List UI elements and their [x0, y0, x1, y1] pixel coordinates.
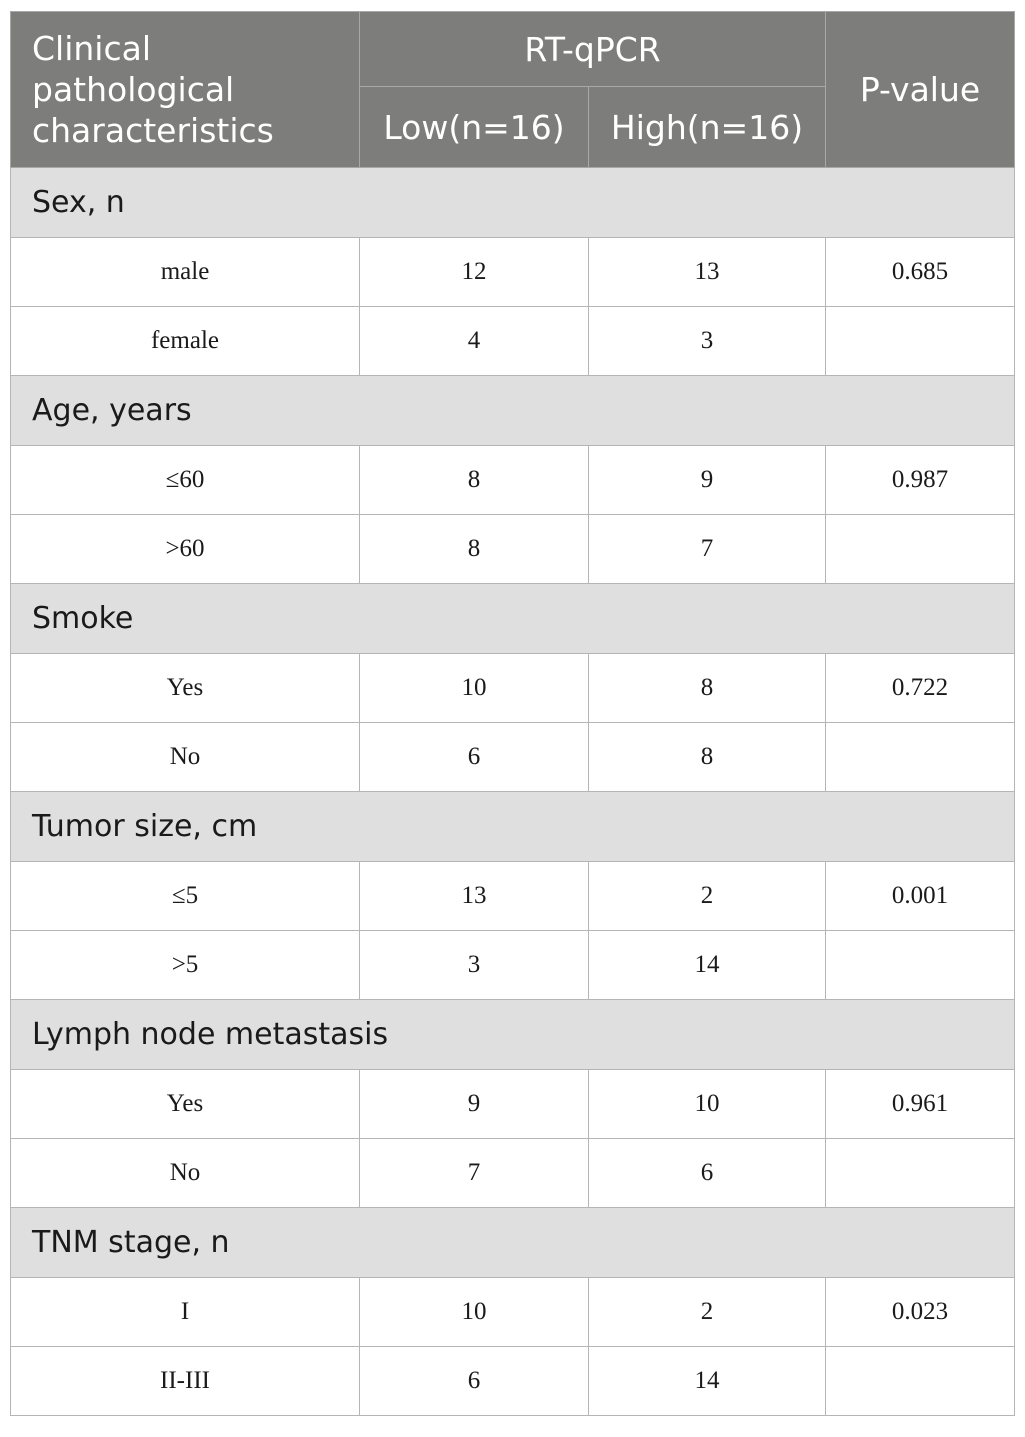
row-label: >60: [10, 514, 360, 584]
table-row: >5 3 14: [10, 930, 1016, 1000]
row-label: No: [10, 1138, 360, 1208]
high-value: 10: [587, 1069, 827, 1139]
high-value: 14: [587, 930, 827, 1000]
row-label: >5: [10, 930, 360, 1000]
low-value: 6: [359, 722, 589, 792]
low-value: 7: [359, 1138, 589, 1208]
low-value: 4: [359, 306, 589, 376]
row-label: ≤5: [10, 861, 360, 931]
low-value: 9: [359, 1069, 589, 1139]
p-value: [825, 514, 1016, 584]
section-title: Tumor size, cm: [9, 791, 1016, 862]
high-value: 7: [587, 514, 827, 584]
table-body: Sex, n male 12 13 0.685 female 4 3 Age, …: [9, 167, 1016, 1416]
high-value: 6: [587, 1138, 827, 1208]
section-title: Smoke: [9, 583, 1016, 654]
high-value: 2: [587, 861, 827, 931]
p-value: 0.023: [825, 1277, 1016, 1347]
section-row: TNM stage, n: [9, 1207, 1016, 1278]
p-value: [825, 722, 1016, 792]
low-value: 6: [359, 1346, 589, 1416]
p-value: 0.987: [825, 445, 1016, 515]
high-value: 2: [587, 1277, 827, 1347]
high-value: 14: [587, 1346, 827, 1416]
section-title: Lymph node metastasis: [9, 999, 1016, 1070]
table-row: Yes 9 10 0.961: [10, 1069, 1016, 1139]
section-title: TNM stage, n: [9, 1207, 1016, 1278]
row-label: ≤60: [10, 445, 360, 515]
p-value: 0.685: [825, 237, 1016, 307]
table-row: male 12 13 0.685: [10, 237, 1016, 307]
table-row: I 10 2 0.023: [10, 1277, 1016, 1347]
row-label: Yes: [10, 1069, 360, 1139]
low-value: 3: [359, 930, 589, 1000]
p-value: 0.722: [825, 653, 1016, 723]
high-value: 8: [587, 722, 827, 792]
section-row: Tumor size, cm: [9, 791, 1016, 862]
row-label: female: [10, 306, 360, 376]
row-label: No: [10, 722, 360, 792]
header-p-value: P-value: [825, 11, 1016, 168]
low-value: 8: [359, 514, 589, 584]
header-characteristics: Clinical pathological characteristics: [10, 11, 360, 168]
p-value: [825, 306, 1016, 376]
low-value: 12: [359, 237, 589, 307]
table-row: ≤5 13 2 0.001: [10, 861, 1016, 931]
table-row: No 7 6: [10, 1138, 1016, 1208]
row-label: male: [10, 237, 360, 307]
table-row: II-III 6 14: [10, 1346, 1016, 1416]
p-value: [825, 1346, 1016, 1416]
low-value: 10: [359, 653, 589, 723]
section-row: Age, years: [9, 375, 1016, 446]
table-row: >60 8 7: [10, 514, 1016, 584]
section-row: Lymph node metastasis: [9, 999, 1016, 1070]
header-rt-qpcr: RT-qPCR: [358, 11, 827, 87]
low-value: 10: [359, 1277, 589, 1347]
table-row: No 6 8: [10, 722, 1016, 792]
header-low: Low(n=16): [359, 86, 589, 168]
low-value: 13: [359, 861, 589, 931]
p-value: 0.001: [825, 861, 1016, 931]
section-row: Smoke: [9, 583, 1016, 654]
low-value: 8: [359, 445, 589, 515]
row-label: II-III: [10, 1346, 360, 1416]
table-row: Yes 10 8 0.722: [10, 653, 1016, 723]
high-value: 8: [587, 653, 827, 723]
p-value: [825, 930, 1016, 1000]
row-label: Yes: [10, 653, 360, 723]
high-value: 3: [587, 306, 827, 376]
high-value: 9: [587, 445, 827, 515]
table-row: female 4 3: [10, 306, 1016, 376]
section-title: Age, years: [9, 375, 1016, 446]
p-value: [825, 1138, 1016, 1208]
section-title: Sex, n: [9, 167, 1016, 238]
row-label: I: [10, 1277, 360, 1347]
clinical-characteristics-table: Clinical pathological characteristics RT…: [9, 11, 1016, 1416]
high-value: 13: [587, 237, 827, 307]
section-row: Sex, n: [9, 167, 1016, 238]
p-value: 0.961: [825, 1069, 1016, 1139]
table-row: ≤60 8 9 0.987: [10, 445, 1016, 515]
table-header: Clinical pathological characteristics RT…: [10, 11, 1016, 168]
header-high: High(n=16): [587, 86, 827, 168]
